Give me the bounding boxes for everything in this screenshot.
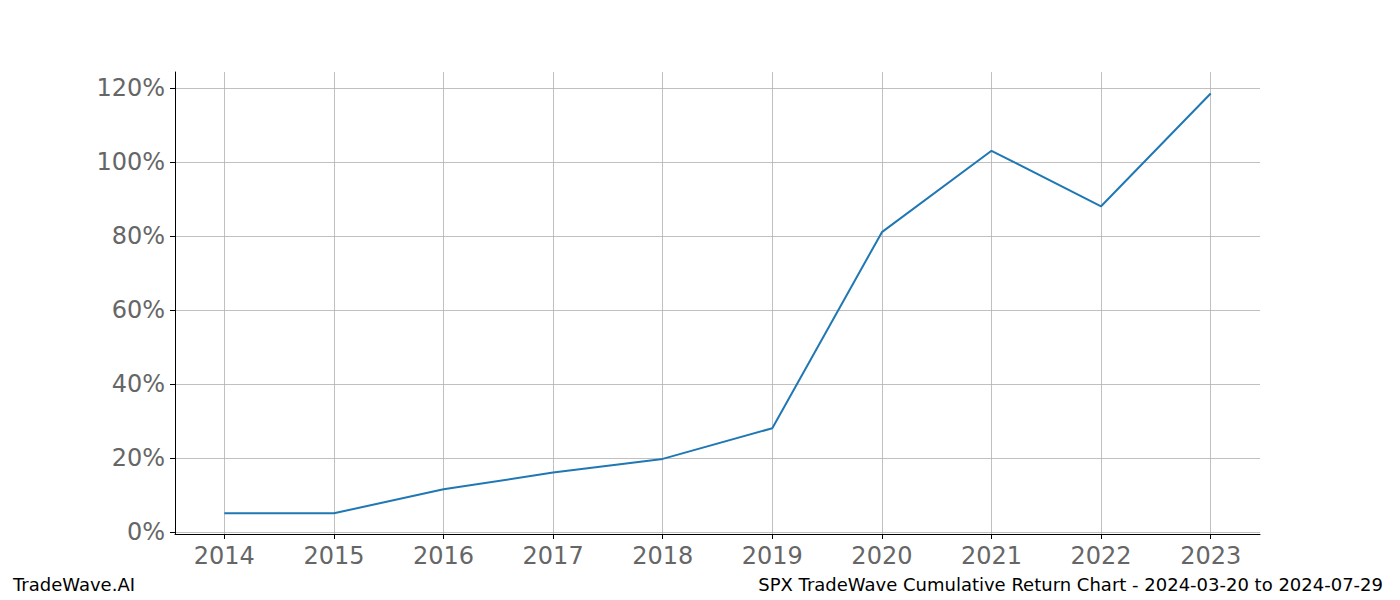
svg-text:2017: 2017 <box>523 542 584 570</box>
svg-text:2022: 2022 <box>1071 542 1132 570</box>
svg-text:2019: 2019 <box>742 542 803 570</box>
svg-text:2016: 2016 <box>413 542 474 570</box>
svg-text:2023: 2023 <box>1180 542 1241 570</box>
svg-text:2015: 2015 <box>303 542 364 570</box>
svg-text:2018: 2018 <box>632 542 693 570</box>
svg-text:120%: 120% <box>96 74 165 102</box>
svg-text:100%: 100% <box>96 148 165 176</box>
svg-text:0%: 0% <box>127 518 165 546</box>
svg-text:20%: 20% <box>112 444 165 472</box>
svg-text:2014: 2014 <box>194 542 255 570</box>
svg-text:2020: 2020 <box>851 542 912 570</box>
svg-text:SPX TradeWave Cumulative Retur: SPX TradeWave Cumulative Return Chart - … <box>758 574 1383 595</box>
svg-text:60%: 60% <box>112 296 165 324</box>
svg-text:80%: 80% <box>112 222 165 250</box>
svg-text:2021: 2021 <box>961 542 1022 570</box>
svg-text:40%: 40% <box>112 370 165 398</box>
svg-text:TradeWave.AI: TradeWave.AI <box>12 574 135 595</box>
